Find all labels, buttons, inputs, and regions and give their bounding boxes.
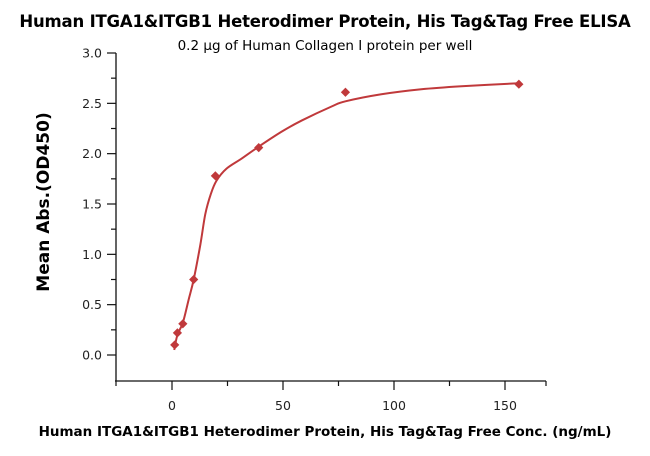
data-point-marker [210, 171, 220, 181]
data-point-marker [170, 340, 180, 350]
y-tick-label: 1.0 [82, 247, 102, 262]
chart-title: Human ITGA1&ITGB1 Heterodimer Protein, H… [19, 12, 631, 31]
chart-subtitle: 0.2 μg of Human Collagen I protein per w… [177, 38, 473, 54]
fit-curve-path [173, 82, 519, 351]
x-axis-label: Human ITGA1&ITGB1 Heterodimer Protein, H… [38, 424, 612, 440]
data-markers [170, 79, 524, 350]
data-point-marker [189, 274, 199, 285]
data-point-marker [254, 143, 264, 153]
y-tick-label: 0.5 [82, 297, 102, 312]
y-tick-label: 1.5 [82, 197, 102, 212]
x-tick-label: 100 [382, 398, 406, 413]
y-tick-label: 0.0 [82, 348, 102, 363]
data-point-marker [178, 319, 188, 329]
y-tick-label: 2.5 [82, 96, 102, 111]
x-tick-label: 150 [493, 398, 517, 413]
data-point-marker [340, 87, 351, 97]
x-tick-label: 0 [168, 398, 176, 413]
fit-curve [173, 82, 519, 351]
axes: 0.0 0.5 1.0 1.5 2.0 2.5 3.0 0 50 100 150 [82, 46, 547, 413]
x-tick-label: 50 [275, 398, 291, 413]
data-point-marker [172, 328, 183, 338]
data-point-marker [514, 79, 524, 89]
y-tick-label: 2.0 [82, 146, 102, 161]
y-tick-label: 3.0 [82, 46, 102, 61]
